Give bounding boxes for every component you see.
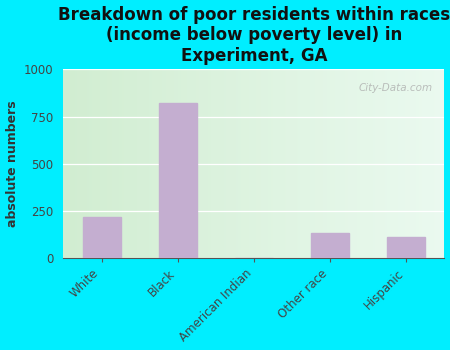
Y-axis label: absolute numbers: absolute numbers — [5, 100, 18, 227]
Bar — [387, 237, 425, 258]
Bar — [311, 233, 349, 258]
Text: City-Data.com: City-Data.com — [359, 83, 433, 93]
Bar — [82, 217, 121, 258]
Title: Breakdown of poor residents within races
(income below poverty level) in
Experim: Breakdown of poor residents within races… — [58, 6, 450, 65]
Bar — [159, 103, 197, 258]
